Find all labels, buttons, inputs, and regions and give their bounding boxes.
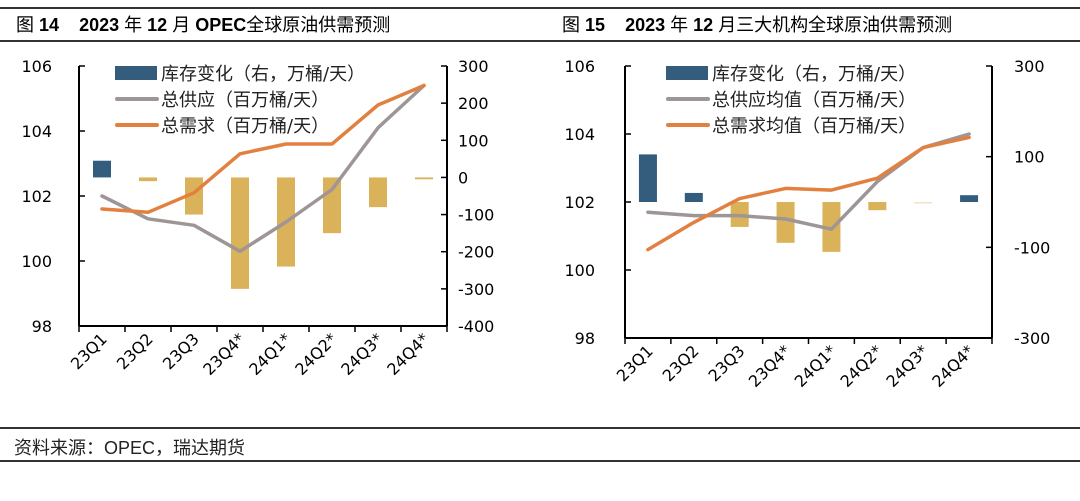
bottom-rule <box>0 460 1080 462</box>
title-rule <box>0 40 1080 42</box>
x-tick-label: 23Q3 <box>705 341 749 385</box>
right-tick-label: 300 <box>458 57 489 76</box>
x-tick-label: 24Q3* <box>882 341 932 391</box>
left-tick-label: 102 <box>564 193 595 212</box>
right-tick-label: -100 <box>458 206 494 225</box>
left-tick-label: 100 <box>21 252 52 271</box>
title-mid1: 年 <box>124 15 143 35</box>
figure-14-title: 图 14 2023 年 12 月 OPEC全球原油供需预测 <box>16 11 390 37</box>
supply-line <box>100 83 426 254</box>
legend-label: 总需求均值（百万桶/天） <box>712 116 916 137</box>
legend-swatch-inventory <box>115 66 157 80</box>
x-tick-label: 24Q2* <box>837 341 887 391</box>
inventory-bar-23q4-est <box>776 202 795 243</box>
fig-number: 15 <box>585 15 606 35</box>
x-tick-label: 24Q3* <box>337 329 387 379</box>
fig-label: 图 <box>562 15 580 35</box>
x-tick-label: 23Q1 <box>67 329 111 373</box>
right-tick-label: -100 <box>1014 238 1050 257</box>
inventory-bar-23q1 <box>93 160 111 178</box>
fig-label: 图 <box>16 15 34 35</box>
x-tick-label: 24Q1* <box>791 341 841 391</box>
x-tick-label: 24Q4* <box>383 329 433 379</box>
legend-swatch-inventory <box>666 66 708 80</box>
inventory-bar-23q4-est <box>231 177 249 289</box>
title-mid2: 月 <box>172 15 191 35</box>
title-mid2: 月三大机构全球原油供需预测 <box>718 15 953 35</box>
left-tick-label: 106 <box>21 57 52 76</box>
left-tick-label: 98 <box>32 317 52 336</box>
title-year: 2023 <box>79 15 120 35</box>
legend-label: 总供应（百万桶/天） <box>161 90 329 111</box>
x-tick-label: 24Q2* <box>291 329 341 379</box>
left-tick-label: 100 <box>564 261 595 280</box>
inventory-bar-24q2-est <box>323 177 341 234</box>
demand-line <box>100 83 426 215</box>
inventory-bar-24q3-est <box>369 177 387 208</box>
x-tick-label: 23Q4* <box>199 329 249 379</box>
inventory-bar-24q4-est <box>960 195 979 202</box>
inventory-bar-24q4-est <box>415 177 433 180</box>
legend-label: 总需求（百万桶/天） <box>161 116 329 137</box>
x-tick-label: 23Q1 <box>613 341 657 385</box>
right-tick-label: -300 <box>458 280 494 299</box>
title-month: 12 <box>147 15 168 35</box>
inventory-bar-23q1 <box>638 154 657 202</box>
legend-label: 总供应均值（百万桶/天） <box>712 90 916 111</box>
inventory-bar-23q2 <box>139 177 157 182</box>
left-tick-label: 102 <box>21 187 52 206</box>
legend-label: 库存变化（右，万桶/天） <box>161 64 365 85</box>
x-tick-label: 23Q2 <box>659 341 703 385</box>
source-top-rule <box>0 427 1080 429</box>
x-tick-label: 23Q2 <box>113 329 157 373</box>
left-tick-label: 104 <box>21 122 52 141</box>
right-tick-label: -200 <box>458 243 494 262</box>
right-tick-label: -300 <box>1014 329 1050 348</box>
title-mid1: 年 <box>670 15 689 35</box>
inventory-bar-23q2 <box>684 192 703 202</box>
right-tick-label: -400 <box>458 317 494 336</box>
fig-number: 14 <box>39 15 60 35</box>
x-tick-label: 23Q4* <box>745 341 795 391</box>
x-tick-label: 24Q4* <box>928 341 978 391</box>
opec-supply-demand-chart: 98 100 102 104 106 -400 -300 -200 -100 0 100 200 300… <box>21 57 494 379</box>
right-tick-label: 200 <box>458 94 489 113</box>
right-tick-label: 100 <box>458 131 489 150</box>
x-tick-label: 24Q1* <box>245 329 295 379</box>
left-tick-label: 106 <box>564 57 595 76</box>
inventory-bar-24q2-est <box>868 202 887 211</box>
title-month: 12 <box>693 15 714 35</box>
three-agencies-supply-demand-chart: 98 100 102 104 106 -300 -100 100 300 23Q1 23Q2 23Q3… <box>564 57 1050 391</box>
figure-15-title: 图 15 2023 年 12 月三大机构全球原油供需预测 <box>562 11 952 37</box>
source-note: 资料来源：OPEC，瑞达期货 <box>14 438 246 458</box>
title-bold-tail: OPEC <box>195 15 247 35</box>
right-tick-label: 100 <box>1014 148 1045 167</box>
inventory-bar-24q3-est <box>914 202 933 204</box>
right-tick-label: 0 <box>458 168 468 187</box>
demand-line <box>646 135 971 252</box>
title-year: 2023 <box>625 15 666 35</box>
left-tick-label: 98 <box>575 329 595 348</box>
right-tick-label: 300 <box>1014 57 1045 76</box>
left-tick-label: 104 <box>564 125 595 144</box>
top-rule <box>0 7 1080 9</box>
title-rest: 全球原油供需预测 <box>246 15 391 35</box>
legend-label: 库存变化（右，万桶/天） <box>712 64 916 85</box>
x-tick-label: 23Q3 <box>159 329 203 373</box>
